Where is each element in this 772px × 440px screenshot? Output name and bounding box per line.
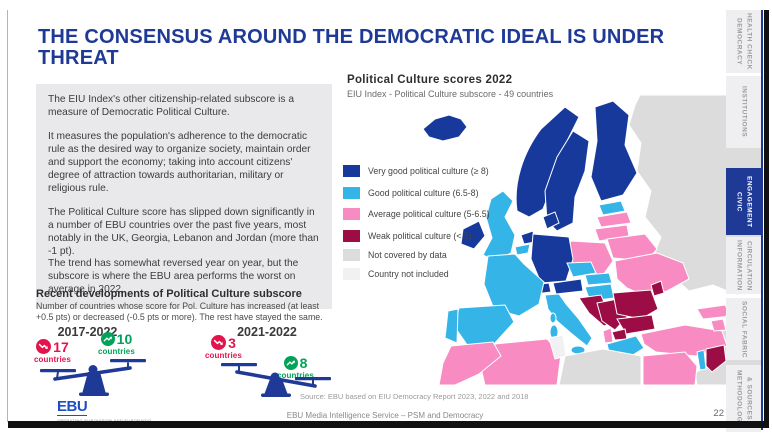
country-austria xyxy=(552,278,584,295)
window-border-right xyxy=(764,10,769,428)
decreased-badge: 17 countries xyxy=(34,339,71,364)
balance-scale-graphic xyxy=(221,363,331,397)
country-denmark xyxy=(542,211,560,230)
sidebar-tab-civic-engagement[interactable]: CIVIC ENGAGEMENT xyxy=(726,168,761,235)
scale-period: 2021-2022 xyxy=(237,325,297,339)
country-iceland xyxy=(422,114,468,142)
country-albania xyxy=(602,327,614,344)
decreased-label: countries xyxy=(34,355,71,364)
country-estonia xyxy=(598,200,626,216)
decreased-count: 3 xyxy=(228,334,236,351)
legend-label: Good political culture (6.5-8) xyxy=(368,187,479,198)
increased-label: countries xyxy=(277,371,314,380)
ebu-wordmark: EBU xyxy=(57,398,88,416)
country-libya xyxy=(558,348,642,386)
country-belgium xyxy=(514,243,531,256)
country-moldova xyxy=(650,280,665,297)
intro-paragraph: The EIU Index's other citizenship-relate… xyxy=(48,94,294,118)
legend-swatch xyxy=(343,165,360,177)
country-ireland xyxy=(460,220,486,250)
sidebar-tab-information-circulation[interactable]: INFORMATION CIRCULATION xyxy=(726,237,761,294)
legend-item-weak: Weak political culture (< 5) xyxy=(343,229,490,242)
sidebar-tab-democracy-health-check[interactable]: DEMOCRACY HEALTH CHECK xyxy=(726,10,761,73)
country-finland xyxy=(590,100,638,202)
map-title: Political Culture scores 2022 xyxy=(347,74,513,86)
country-sweden xyxy=(544,130,590,232)
legend-label: Very good political culture (≥ 8) xyxy=(368,166,489,176)
developments-heading: Recent developments of Political Culture… xyxy=(36,288,302,300)
trend-down-icon xyxy=(211,335,227,350)
increased-label: countries xyxy=(98,347,135,356)
left-edge-line xyxy=(7,10,8,422)
developments-subtext: Number of countries whose score for Pol.… xyxy=(36,301,323,322)
legend-item-good: Good political culture (6.5-8) xyxy=(343,186,490,199)
legend-item-not_included: Country not included xyxy=(343,267,490,280)
sidebar-tab-institutions[interactable]: INSTITUTIONS xyxy=(726,76,761,148)
legend-item-very_good: Very good political culture (≥ 8) xyxy=(343,165,490,177)
legend-label: Not covered by data xyxy=(368,250,447,260)
country-israel xyxy=(696,349,707,371)
increased-badge: 8 countries xyxy=(277,356,314,380)
country-slovakia xyxy=(584,272,613,286)
legend-label: Average political culture (5-6.5) xyxy=(368,209,490,219)
legend-label: Weak political culture (< 5) xyxy=(368,230,472,241)
page-title: THE CONSENSUS AROUND THE DEMOCRATIC IDEA… xyxy=(38,26,665,70)
country-armenia xyxy=(710,318,727,332)
trend-down-icon xyxy=(36,339,52,354)
decreased-label: countries xyxy=(205,351,242,360)
window-border-bottom xyxy=(8,421,769,428)
footer-text: EBU Media Intelligence Service – PSM and… xyxy=(286,411,484,420)
country-north-macedonia xyxy=(611,328,628,341)
intro-paragraph: The trend has somewhat reversed year on … xyxy=(48,258,299,296)
legend-item-average: Average political culture (5-6.5) xyxy=(343,208,490,220)
legend-swatch xyxy=(343,229,360,242)
country-corsica xyxy=(549,312,557,324)
increased-count: 8 xyxy=(299,355,308,371)
country-egypt xyxy=(642,351,698,386)
country-jordan xyxy=(705,344,727,373)
sidebar-accent-line xyxy=(761,10,763,430)
legend-swatch xyxy=(343,249,360,261)
page-number: 22 xyxy=(713,408,724,419)
legend-label: Country not included xyxy=(368,268,449,279)
legend-item-not_covered: Not covered by data xyxy=(343,249,490,261)
scale-2021-2022: 2021-2022 3 countries 8 cou xyxy=(195,325,345,400)
decreased-count: 17 xyxy=(53,338,69,355)
ebu-tagline: OPERATING EUROVISION AND EURORADIO xyxy=(57,417,152,423)
map-subtitle: EIU Index - Political Culture subscore -… xyxy=(347,89,554,99)
trend-up-icon xyxy=(283,356,298,370)
country-czechia xyxy=(566,261,597,278)
sidebar-tab-social-fabric[interactable]: SOCIAL FABRIC xyxy=(726,298,761,360)
country-morocco xyxy=(438,341,502,386)
intro-text-box: The EIU Index's other citizenship-relate… xyxy=(36,84,332,310)
country-uk xyxy=(482,190,516,262)
legend-swatch xyxy=(343,186,360,199)
increased-badge: 10 countries xyxy=(98,332,135,356)
country-romania xyxy=(612,289,659,320)
decreased-badge: 3 countries xyxy=(205,335,242,360)
country-portugal xyxy=(444,308,459,344)
intro-paragraph: The Political Culture score has slipped … xyxy=(48,206,319,257)
sidebar-tab-methodology-sources[interactable]: METHODOLOGY & SOURCES xyxy=(726,365,761,432)
ebu-logo: EBU OPERATING EUROVISION AND EURORADIO xyxy=(57,399,151,423)
country-ukraine xyxy=(614,252,690,296)
country-spain xyxy=(453,304,515,347)
map-legend: Very good political culture (≥ 8) Good po… xyxy=(343,165,490,289)
legend-swatch xyxy=(343,208,360,220)
scale-2017-2022: 2017-2022 17 countries 10 c xyxy=(30,325,180,400)
balance-scale-graphic xyxy=(40,359,146,396)
country-latvia xyxy=(596,211,632,228)
section-tabs-sidebar: DEMOCRACY HEALTH CHECK INSTITUTIONS CIVIC … xyxy=(726,0,761,440)
source-note: Source: EBU based on EIU Democracy Repor… xyxy=(300,392,529,401)
legend-swatch xyxy=(343,267,360,280)
trend-up-icon xyxy=(100,332,115,346)
country-france xyxy=(483,253,545,317)
intro-paragraph: It measures the population's adherence t… xyxy=(48,130,311,194)
increased-count: 10 xyxy=(116,331,133,347)
